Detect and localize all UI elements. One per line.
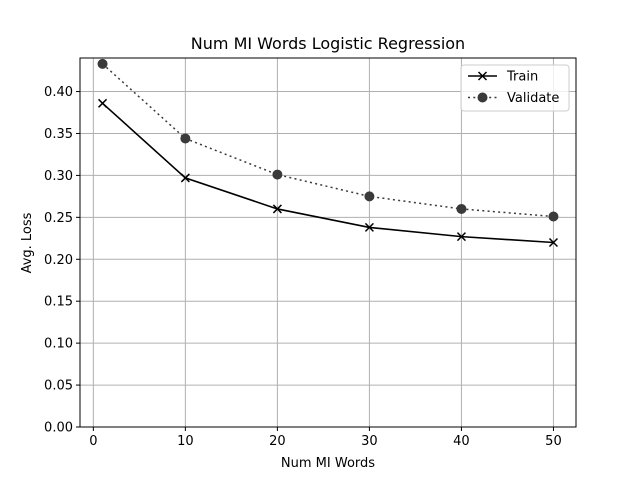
plot-frame bbox=[79, 57, 577, 428]
plot-area: 0 10 20 30 40 50 0.00 0.05 0.10 0.15 0.20 0.25 0.30… bbox=[44, 57, 577, 449]
data-point bbox=[456, 203, 467, 214]
data-point bbox=[548, 211, 559, 222]
legend-marker bbox=[477, 92, 488, 103]
y-tick-label: 0.30 bbox=[44, 169, 73, 184]
series-validate bbox=[97, 58, 559, 222]
y-tick-label: 0.40 bbox=[44, 85, 73, 100]
data-point bbox=[98, 98, 108, 108]
x-tick-label: 20 bbox=[269, 434, 286, 449]
x-tick-label: 30 bbox=[361, 434, 378, 449]
legend: Train Validate bbox=[460, 64, 570, 112]
series-line bbox=[102, 102, 554, 244]
data-point bbox=[364, 191, 375, 202]
x-tick-label: 0 bbox=[89, 434, 97, 449]
grid bbox=[80, 58, 576, 428]
data-point bbox=[364, 222, 374, 232]
data-point bbox=[272, 169, 283, 180]
data-point bbox=[272, 204, 282, 214]
y-tick-label: 0.05 bbox=[44, 379, 73, 394]
data-point bbox=[97, 58, 108, 69]
x-axis-ticks: 0 10 20 30 40 50 bbox=[89, 427, 562, 449]
series-layer bbox=[97, 58, 559, 248]
x-tick-label: 10 bbox=[177, 434, 194, 449]
data-point bbox=[180, 173, 190, 183]
x-tick-label: 50 bbox=[545, 434, 562, 449]
chart-title: Num MI Words Logistic Regression bbox=[191, 34, 465, 53]
data-point bbox=[180, 133, 191, 144]
y-tick-label: 0.25 bbox=[44, 211, 73, 226]
legend-item-train: Train bbox=[468, 70, 538, 85]
legend-marker bbox=[477, 71, 488, 81]
y-tick-label: 0.00 bbox=[44, 421, 73, 436]
legend-item-validate: Validate bbox=[468, 91, 559, 106]
legend-label: Train bbox=[506, 70, 538, 85]
y-axis-label: Avg. Loss bbox=[20, 212, 35, 273]
x-axis-label: Num MI Words bbox=[281, 456, 375, 471]
y-tick-label: 0.10 bbox=[44, 337, 73, 352]
legend-label: Validate bbox=[507, 91, 559, 106]
data-point bbox=[548, 237, 558, 248]
series-train bbox=[98, 98, 558, 248]
data-point bbox=[456, 232, 466, 242]
y-tick-label: 0.20 bbox=[44, 253, 73, 268]
y-tick-label: 0.35 bbox=[44, 127, 73, 142]
x-tick-label: 40 bbox=[453, 434, 470, 449]
y-tick-label: 0.15 bbox=[44, 295, 73, 310]
y-axis-ticks: 0.00 0.05 0.10 0.15 0.20 0.25 0.30 0.35 0.40 bbox=[44, 85, 80, 436]
